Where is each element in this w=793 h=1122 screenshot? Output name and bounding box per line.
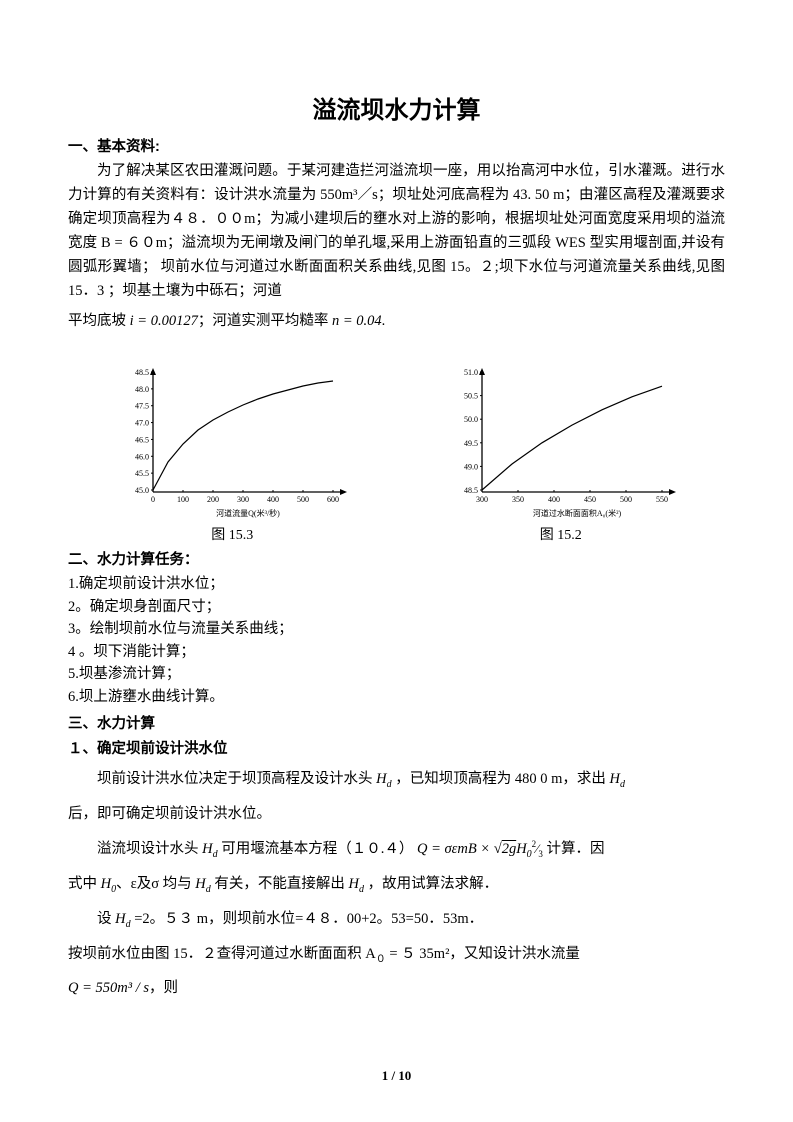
svg-text:500: 500 — [620, 495, 632, 504]
svg-text:400: 400 — [267, 495, 279, 504]
svg-text:47.0: 47.0 — [135, 419, 149, 428]
svg-text:48.0: 48.0 — [135, 385, 149, 394]
task-4: 4 。坝下消能计算； — [68, 641, 725, 663]
svg-text:45.0: 45.0 — [135, 486, 149, 495]
s3-p1: 坝前设计洪水位决定于坝顶高程及设计水头 Hd ，已知坝顶高程为 480 0 m，… — [68, 762, 725, 797]
svg-text:100: 100 — [177, 495, 189, 504]
svg-text:47.5: 47.5 — [135, 402, 149, 411]
svg-text:50.5: 50.5 — [464, 392, 478, 401]
task-list: 1.确定坝前设计洪水位； 2。确定坝身剖面尺寸； 3。绘制坝前水位与流量关系曲线… — [68, 573, 725, 708]
section-3-sub-1: １、确定坝前设计洪水位 — [68, 737, 725, 758]
fig-15-3-caption: 图 15.3 — [132, 524, 332, 544]
s3-p4: 设 Hd =2。５３ m，则坝前水位=４８．00+2。53=50．53m． — [68, 902, 725, 937]
task-1: 1.确定坝前设计洪水位； — [68, 573, 725, 595]
figures-row: 45.0 45.5 46.0 46.5 47.0 47.5 48.0 48.5 0 100 200… — [68, 360, 725, 520]
svg-text:48.5: 48.5 — [135, 368, 149, 377]
task-6: 6.坝上游壅水曲线计算。 — [68, 686, 725, 708]
task-3: 3。绘制坝前水位与流量关系曲线； — [68, 618, 725, 640]
svg-text:400: 400 — [548, 495, 560, 504]
svg-text:600: 600 — [327, 495, 339, 504]
svg-text:46.5: 46.5 — [135, 436, 149, 445]
svg-text:河道过水断面面积A₀(米²): 河道过水断面面积A₀(米²) — [533, 508, 622, 518]
svg-text:45.5: 45.5 — [135, 469, 149, 478]
s3-p5-q: Q = 550m³ / s，则 — [68, 971, 725, 1006]
svg-text:200: 200 — [207, 495, 219, 504]
figure-15-2: 48.5 49.0 49.5 50.0 50.5 51.0 300 350 400 450 500… — [436, 360, 686, 520]
s3-p3: 式中 H0、ε及σ 均与 Hd 有关，不能直接解出 Hd ，故用试算法求解． — [68, 867, 725, 902]
fig-15-2-caption: 图 15.2 — [461, 524, 661, 544]
section-1-para: 为了解决某区农田灌溉问题。于某河建造拦河溢流坝一座，用以抬高河中水位，引水灌溉。… — [68, 160, 725, 304]
section-1-formula-line: 平均底坡 i = 0.00127；河道实测平均糙率 n = 0.04. — [68, 304, 725, 339]
svg-text:河道流量Q(米³/秒): 河道流量Q(米³/秒) — [216, 508, 280, 518]
svg-text:49.5: 49.5 — [464, 439, 478, 448]
svg-text:49.0: 49.0 — [464, 463, 478, 472]
page-number: 1 / 10 — [0, 1068, 793, 1084]
svg-text:300: 300 — [237, 495, 249, 504]
svg-text:500: 500 — [297, 495, 309, 504]
page-title: 溢流坝水力计算 — [68, 90, 725, 125]
svg-text:46.0: 46.0 — [135, 453, 149, 462]
section-2-head: 二、水力计算任务： — [68, 548, 725, 569]
task-2: 2。确定坝身剖面尺寸； — [68, 596, 725, 618]
section-3-head: 三、水力计算 — [68, 712, 725, 733]
svg-text:450: 450 — [584, 495, 596, 504]
task-5: 5.坝基渗流计算； — [68, 663, 725, 685]
s3-p5: 按坝前水位由图 15．２查得河道过水断面面积 A０ = ５ 35m²，又知设计洪… — [68, 937, 725, 972]
svg-text:350: 350 — [512, 495, 524, 504]
section-1-head: 一、基本资料: — [68, 135, 725, 156]
svg-text:0: 0 — [151, 495, 155, 504]
svg-text:50.0: 50.0 — [464, 416, 478, 425]
figure-captions: 图 15.3 图 15.2 — [68, 524, 725, 544]
s3-p2: 溢流坝设计水头 Hd 可用堰流基本方程（１０.４） Q = σεmB × √2g… — [68, 832, 725, 867]
svg-text:550: 550 — [656, 495, 668, 504]
s3-p1c: 后，即可确定坝前设计洪水位。 — [68, 797, 725, 832]
svg-text:48.5: 48.5 — [464, 486, 478, 495]
figure-15-3: 45.0 45.5 46.0 46.5 47.0 47.5 48.0 48.5 0 100 200… — [107, 360, 357, 520]
svg-text:300: 300 — [476, 495, 488, 504]
svg-text:51.0: 51.0 — [464, 368, 478, 377]
